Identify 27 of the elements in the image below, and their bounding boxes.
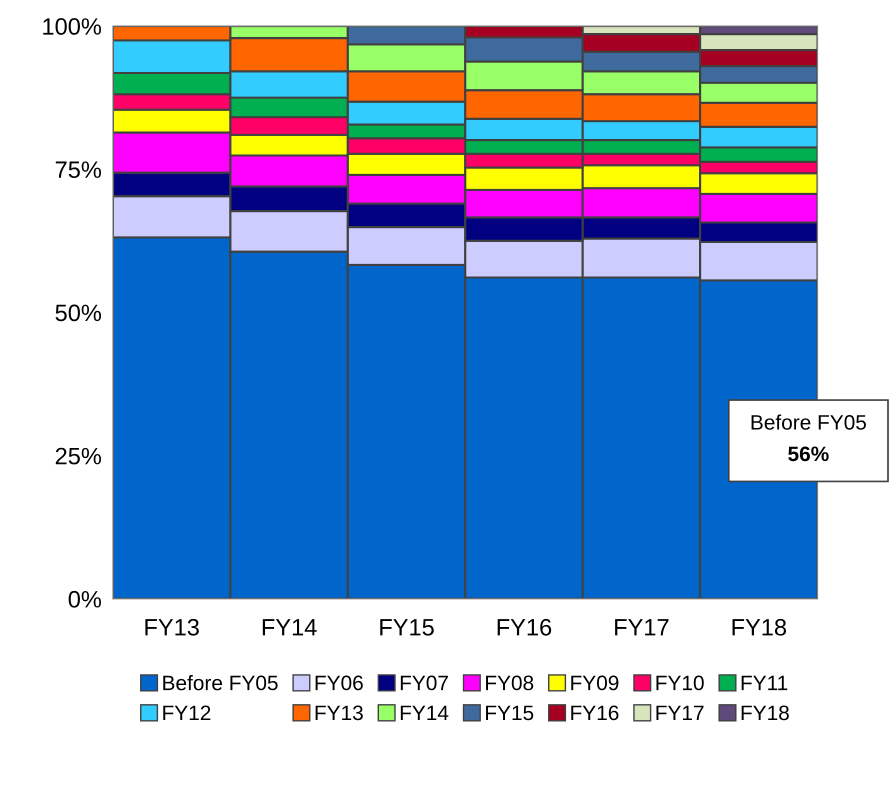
annotation: 56%: [788, 446, 829, 462]
legend-label: FY08: [486, 676, 534, 690]
y-tick-label: 0%: [68, 590, 102, 608]
x-tick-label: FY16: [498, 618, 552, 636]
legend-label: FY09: [571, 676, 618, 690]
legend-label: FY11: [742, 676, 788, 690]
y-tick-label: 25%: [56, 448, 102, 464]
x-tick-label: FY17: [615, 619, 668, 636]
annotation: Before FY05: [752, 414, 866, 430]
x-tick-label: FY15: [380, 619, 434, 636]
legend-label: Before FY05: [163, 675, 278, 690]
y-tick-label: 100%: [43, 18, 102, 35]
x-tick-label: FY13: [145, 618, 199, 636]
legend-label: FY16: [571, 705, 618, 720]
legend-label: FY17: [656, 706, 704, 720]
legend-label: FY06: [316, 676, 363, 690]
legend-label: FY13: [316, 705, 363, 720]
y-tick-label: 75%: [56, 161, 102, 178]
legend-label: FY07: [400, 676, 448, 690]
x-tick-label: FY18: [732, 618, 786, 636]
x-tick-label: FY14: [262, 619, 317, 636]
legend-label: FY15: [486, 706, 534, 720]
legend-label: FY14: [400, 706, 448, 720]
y-tick-label: 50%: [56, 304, 102, 322]
legend-label: FY18: [742, 705, 789, 720]
legend-label: FY12: [163, 705, 210, 720]
legend-label: FY10: [656, 676, 704, 690]
